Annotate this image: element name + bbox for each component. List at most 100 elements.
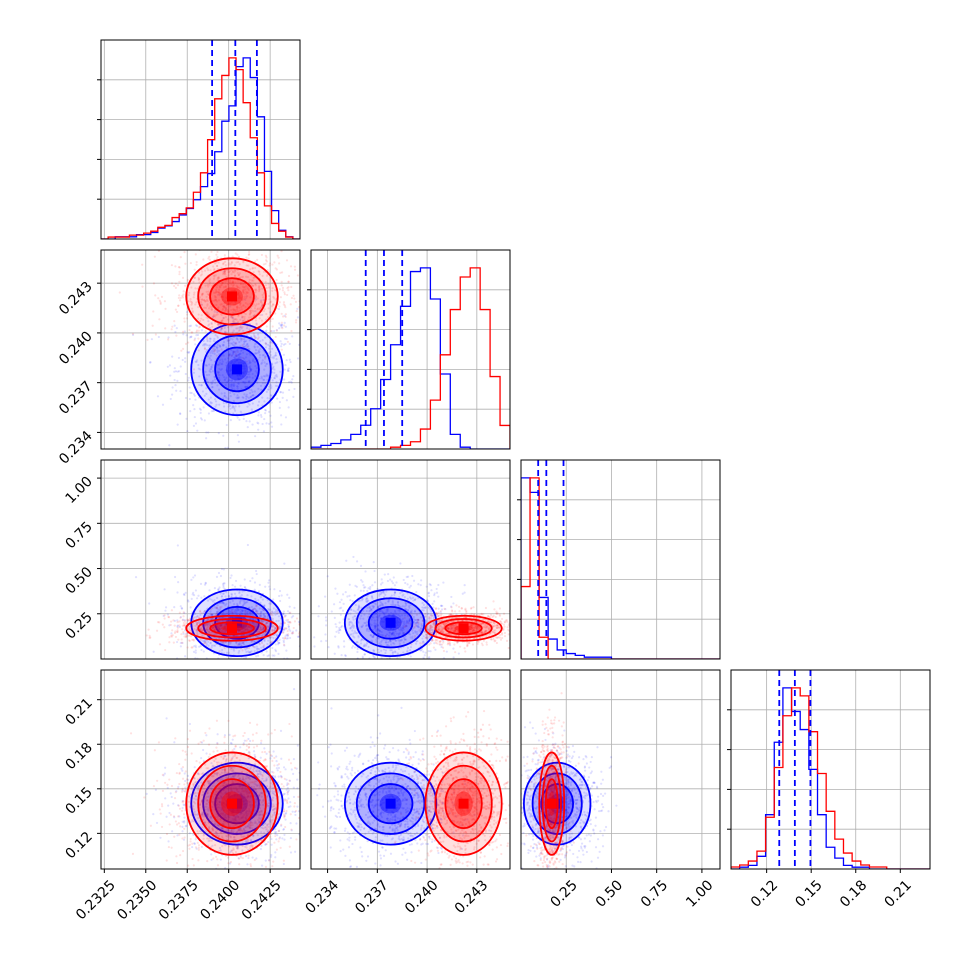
scatter-point [238, 629, 241, 632]
scatter-point [186, 313, 189, 316]
scatter-point [278, 627, 281, 630]
scatter-point [174, 630, 177, 633]
scatter-point [210, 308, 214, 311]
scatter-point [281, 327, 284, 330]
scatter-point [282, 353, 285, 356]
scatter-point [264, 284, 268, 287]
scatter-point [263, 361, 266, 364]
scatter-point [256, 258, 259, 261]
scatter-point [430, 589, 433, 592]
scatter-point [241, 316, 244, 319]
scatter-point [212, 282, 215, 285]
scatter-point [271, 654, 274, 657]
scatter-point [312, 633, 314, 635]
scatter-point [208, 337, 212, 340]
scatter-point [249, 365, 252, 368]
scatter-point [425, 585, 428, 588]
scatter-point [238, 357, 242, 360]
scatter-point [260, 595, 263, 599]
scatter-point [237, 440, 241, 443]
scatter-point [258, 356, 261, 359]
scatter-point [302, 639, 304, 641]
scatter-point [247, 281, 251, 284]
scatter-point [183, 619, 186, 622]
scatter-point [226, 304, 229, 307]
scatter-point [210, 366, 213, 369]
scatter-point [273, 588, 276, 591]
scatter-point [278, 594, 281, 598]
scatter-point [208, 597, 211, 601]
scatter-point [248, 663, 250, 665]
scatter-point [197, 276, 200, 280]
scatter-point [271, 317, 274, 320]
scatter-point [247, 257, 250, 260]
scatter-point [244, 298, 247, 301]
scatter-point [267, 307, 270, 310]
scatter-point [239, 326, 242, 329]
scatter-point [226, 303, 230, 306]
scatter-point [150, 338, 154, 341]
scatter-point [213, 586, 216, 590]
scatter-point [210, 401, 213, 405]
scatter-point [253, 581, 257, 584]
scatter-point [218, 361, 221, 364]
scatter-point [222, 628, 226, 631]
scatter-point [224, 307, 228, 310]
scatter-point [181, 358, 184, 362]
scatter-point [267, 343, 270, 347]
scatter-point [204, 370, 207, 373]
scatter-point [446, 666, 448, 668]
scatter-point [248, 359, 251, 362]
scatter-point [174, 384, 177, 387]
scatter-point [184, 284, 187, 287]
scatter-point [247, 396, 251, 400]
scatter-point [216, 346, 219, 349]
scatter-point [230, 592, 233, 595]
scatter-point [248, 312, 252, 315]
scatter-point [181, 624, 184, 627]
scatter-point [221, 308, 224, 311]
scatter-point [250, 605, 253, 609]
scatter-point [221, 295, 224, 298]
scatter-point [179, 605, 182, 608]
scatter-point [237, 628, 240, 631]
scatter-point [228, 642, 231, 646]
scatter-point [262, 296, 265, 299]
scatter-point [196, 333, 200, 337]
scatter-point [162, 614, 165, 618]
scatter-point [396, 686, 398, 688]
scatter-point [285, 627, 288, 630]
scatter-point [264, 280, 267, 283]
scatter-point [219, 292, 222, 295]
scatter-point [216, 336, 219, 339]
scatter-point [335, 630, 338, 633]
scatter-point [255, 303, 258, 306]
scatter-point [204, 269, 207, 272]
scatter-point [231, 343, 235, 346]
scatter-point [152, 282, 156, 285]
scatter-point [274, 375, 277, 378]
scatter-point [232, 283, 235, 286]
scatter-point [430, 661, 432, 663]
scatter-point [281, 286, 285, 290]
scatter-point [452, 647, 455, 650]
scatter-point [217, 608, 220, 611]
scatter-point [222, 568, 225, 571]
scatter-point [169, 623, 172, 627]
scatter-point [226, 369, 229, 373]
scatter-point [256, 421, 259, 424]
scatter-point [210, 382, 213, 385]
scatter-point [227, 354, 231, 357]
scatter-point [361, 655, 364, 658]
scatter-point [226, 326, 230, 329]
scatter-point [295, 617, 299, 620]
scatter-point [220, 284, 223, 287]
scatter-point [203, 306, 206, 309]
scatter-point [213, 350, 216, 353]
scatter-point [244, 292, 248, 295]
scatter-point [232, 350, 235, 353]
scatter-point [241, 590, 244, 593]
scatter-point [249, 309, 252, 312]
scatter-point [404, 581, 407, 585]
scatter-point [271, 325, 274, 328]
